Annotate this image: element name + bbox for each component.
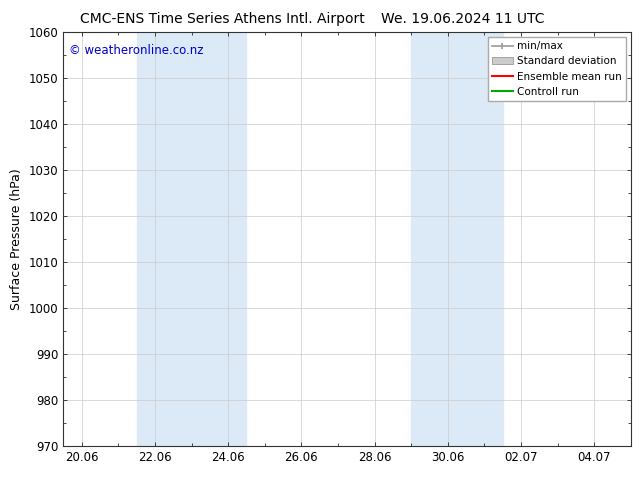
Text: © weatheronline.co.nz: © weatheronline.co.nz xyxy=(69,44,204,57)
Y-axis label: Surface Pressure (hPa): Surface Pressure (hPa) xyxy=(10,168,23,310)
Bar xyxy=(136,32,247,446)
Text: We. 19.06.2024 11 UTC: We. 19.06.2024 11 UTC xyxy=(381,12,545,26)
Legend: min/max, Standard deviation, Ensemble mean run, Controll run: min/max, Standard deviation, Ensemble me… xyxy=(488,37,626,101)
Bar xyxy=(411,32,503,446)
Text: CMC-ENS Time Series Athens Intl. Airport: CMC-ENS Time Series Athens Intl. Airport xyxy=(79,12,365,26)
